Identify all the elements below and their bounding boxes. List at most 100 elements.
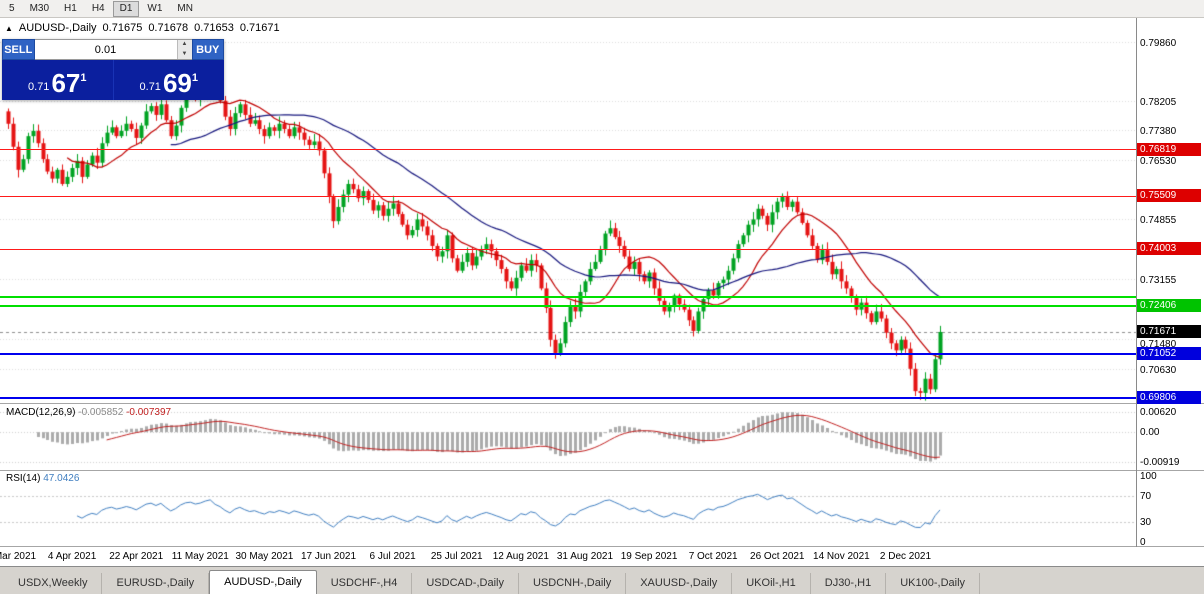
price-axis-label: 0.78205	[1140, 96, 1177, 108]
current-price-badge: 0.71671	[1137, 324, 1201, 338]
chart-tab-ukoil-h1[interactable]: UKOil-,H1	[732, 573, 811, 594]
timeframe-button-m30[interactable]: M30	[29, 2, 50, 14]
chart-tab-usdchf-h4[interactable]: USDCHF-,H4	[317, 573, 413, 594]
support-line[interactable]	[0, 304, 1136, 307]
macd-axis-label: 0.00620	[1140, 407, 1177, 419]
support-price-badge: 0.72406	[1137, 298, 1201, 312]
timeframe-button-mn[interactable]: MN	[177, 2, 193, 14]
time-axis-label: 26 Oct 2021	[750, 551, 805, 562]
rsi-value: 47.0426	[43, 473, 80, 484]
price-axis-label: 0.70630	[1140, 364, 1177, 376]
support-price-badge: 0.71052	[1137, 346, 1201, 360]
chart-tab-usdcnh-daily[interactable]: USDCNH-,Daily	[519, 573, 627, 594]
macd-axis-label: 0.00	[1140, 427, 1160, 439]
chart-area: ▲ AUDUSD-,Daily 0.71675 0.71678 0.71653 …	[0, 18, 1204, 566]
lot-size-input[interactable]	[34, 40, 177, 59]
ohlc-low: 0.71653	[194, 22, 234, 34]
resistance-price-badge: 0.74003	[1137, 242, 1201, 256]
timeframe-button-w1[interactable]: W1	[147, 2, 163, 14]
timeframe-button-h1[interactable]: H1	[64, 2, 77, 14]
time-axis-label: 31 Aug 2021	[556, 551, 614, 562]
pane-splitter-macd[interactable]	[0, 403, 1204, 404]
time-axis-label: 19 Sep 2021	[620, 551, 678, 562]
buy-price-big: 69	[162, 68, 192, 98]
timeframe-button-h4[interactable]: H4	[91, 2, 105, 14]
rsi-indicator-label: RSI(14) 47.0426	[6, 473, 79, 484]
macd-signal-value: -0.007397	[126, 407, 172, 418]
macd-name: MACD(12,26,9)	[6, 407, 76, 418]
chart-tab-xauusd-daily[interactable]: XAUUSD-,Daily	[626, 573, 733, 594]
rsi-name: RSI(14)	[6, 473, 41, 484]
time-axis-label: 15 Mar 2021	[0, 551, 37, 562]
lot-spin-down-icon[interactable]: ▼	[177, 49, 192, 59]
chart-tab-eurusd-daily[interactable]: EURUSD-,Daily	[102, 573, 210, 594]
time-axis-label: 12 Aug 2021	[492, 551, 549, 562]
price-axis-label: 0.74855	[1140, 215, 1177, 227]
time-axis-border	[0, 546, 1204, 547]
time-axis-label: 11 May 2021	[171, 551, 229, 562]
resistance-line[interactable]	[0, 149, 1136, 151]
lot-spinner: ▲ ▼	[176, 40, 192, 59]
sell-price-small: 0.71	[28, 81, 50, 93]
sell-button[interactable]: SELL	[2, 39, 35, 60]
time-axis-label: 25 Jul 2021	[430, 551, 483, 562]
sell-price-sup: 1	[80, 72, 87, 84]
time-axis-label: 7 Oct 2021	[688, 551, 738, 562]
chart-title-row: ▲ AUDUSD-,Daily 0.71675 0.71678 0.71653 …	[5, 22, 280, 34]
timeframe-toolbar: 5 M30 H1 H4 D1 W1 MN	[0, 0, 1204, 18]
resistance-line[interactable]	[0, 195, 1136, 197]
buy-price-sup: 1	[191, 72, 198, 84]
sell-price-display[interactable]: 0.71 67 1	[2, 60, 114, 100]
timeframe-button-5[interactable]: 5	[9, 2, 15, 14]
collapse-chart-icon[interactable]: ▲	[5, 23, 13, 33]
ohlc-high: 0.71678	[148, 22, 189, 34]
support-price-badge: 0.69806	[1137, 390, 1201, 404]
price-axis-label: 0.73155	[1140, 275, 1177, 287]
price-axis-label: 0.77380	[1140, 125, 1177, 137]
price-axis-label: 0.76530	[1140, 155, 1177, 167]
chart-tab-audusd-daily[interactable]: AUDUSD-,Daily	[209, 570, 317, 594]
buy-price-display[interactable]: 0.71 69 1	[114, 60, 225, 100]
price-chart-canvas[interactable]	[0, 18, 1204, 566]
macd-indicator-label: MACD(12,26,9) -0.005852 -0.007397	[6, 407, 171, 418]
price-axis-label: 0.79860	[1140, 37, 1177, 49]
price-axis-label: 0.71480	[1140, 338, 1177, 350]
price-axis-border	[1136, 18, 1137, 547]
resistance-line[interactable]	[0, 248, 1136, 250]
support-line[interactable]	[0, 396, 1136, 399]
rsi-axis-label: 100	[1140, 471, 1157, 482]
time-axis-label: 6 Jul 2021	[369, 551, 416, 562]
macd-axis-label: -0.00919	[1140, 456, 1180, 468]
time-axis-label: 2 Dec 2021	[879, 551, 932, 562]
rsi-axis-label: 0	[1140, 537, 1146, 548]
resistance-price-badge: 0.76819	[1137, 142, 1201, 156]
support-line[interactable]	[0, 295, 1136, 298]
buy-button[interactable]: BUY	[191, 39, 224, 60]
chart-tabs-bar: USDX,Weekly EURUSD-,Daily AUDUSD-,Daily USD…	[0, 566, 1204, 594]
resistance-price-badge: 0.75509	[1137, 189, 1201, 203]
support-line[interactable]	[0, 352, 1136, 355]
sell-price-big: 67	[51, 68, 81, 98]
time-axis-label: 14 Nov 2021	[813, 551, 870, 562]
ohlc-open: 0.71675	[102, 22, 143, 34]
chart-tab-uk100-daily[interactable]: UK100-,Daily	[886, 573, 981, 594]
lot-size-box: ▲ ▼	[34, 39, 192, 60]
lot-spin-up-icon[interactable]: ▲	[177, 40, 192, 50]
ohlc-close: 0.71671	[239, 22, 280, 34]
rsi-axis-label: 30	[1140, 517, 1152, 529]
macd-main-value: -0.005852	[78, 407, 124, 418]
pane-splitter-rsi[interactable]	[0, 470, 1204, 471]
timeframe-button-d1[interactable]: D1	[112, 0, 140, 17]
time-axis-label: 30 May 2021	[235, 551, 294, 562]
chart-tab-usdcad-daily[interactable]: USDCAD-,Daily	[412, 573, 519, 594]
one-click-trading-panel: SELL ▲ ▼ BUY 0.71 67 1 0.71	[2, 39, 224, 100]
time-axis-label: 4 Apr 2021	[47, 551, 97, 562]
rsi-axis-label: 70	[1140, 490, 1152, 502]
buy-price-small: 0.71	[139, 81, 161, 93]
time-axis-label: 17 Jun 2021	[300, 551, 357, 562]
chart-tab-usdx-weekly[interactable]: USDX,Weekly	[4, 573, 103, 594]
chart-symbol-title: AUDUSD-,Daily	[18, 22, 97, 34]
chart-tab-dj30-h1[interactable]: DJ30-,H1	[811, 573, 887, 594]
time-axis-label: 22 Apr 2021	[109, 551, 164, 562]
